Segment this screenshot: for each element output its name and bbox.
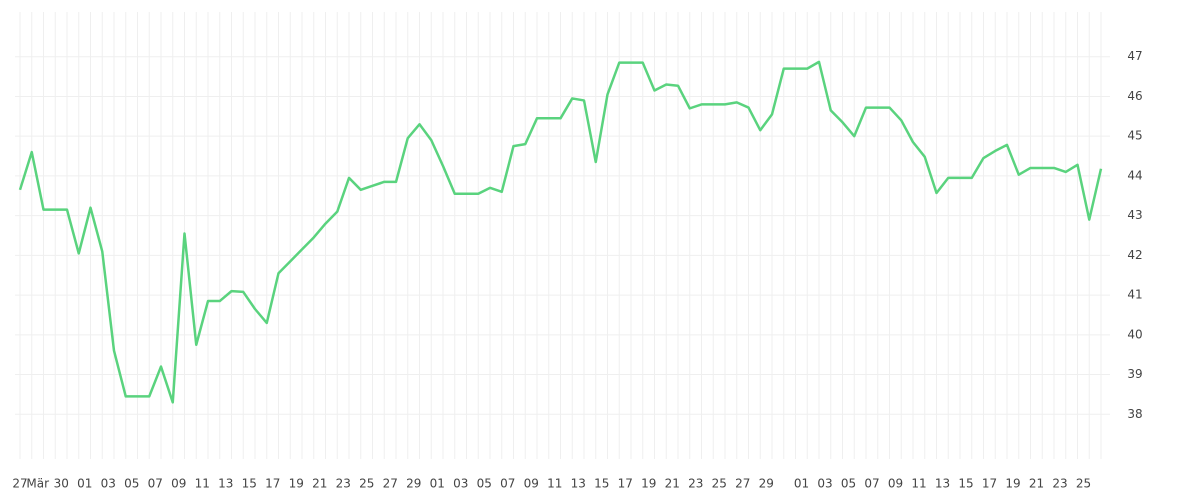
x-tick-label: 07 <box>500 477 515 491</box>
x-tick-label: 09 <box>524 477 539 491</box>
x-tick-label: 23 <box>1052 477 1067 491</box>
x-tick-label: 09 <box>171 477 186 491</box>
x-tick-label: 21 <box>312 477 327 491</box>
x-tick-label: 30 <box>54 477 69 491</box>
x-tick-label: 13 <box>571 477 586 491</box>
x-tick-label: 27 <box>383 477 398 491</box>
x-tick-label: 07 <box>864 477 879 491</box>
x-tick-label: 01 <box>430 477 445 491</box>
x-tick-label: 03 <box>453 477 468 491</box>
x-tick-label: 03 <box>817 477 832 491</box>
x-tick-label: 05 <box>124 477 139 491</box>
x-tick-label: 07 <box>148 477 163 491</box>
x-tick-label: 17 <box>265 477 280 491</box>
x-tick-label: 01 <box>794 477 809 491</box>
y-tick-label: 38 <box>1127 407 1142 421</box>
x-tick-label: 25 <box>712 477 727 491</box>
x-tick-label: Mär <box>26 477 49 491</box>
y-tick-label: 41 <box>1127 288 1142 302</box>
x-tick-label: 25 <box>1076 477 1091 491</box>
y-tick-label: 43 <box>1127 208 1142 222</box>
x-tick-label: 25 <box>359 477 374 491</box>
x-tick-label: 05 <box>477 477 492 491</box>
x-tick-label: 15 <box>958 477 973 491</box>
x-tick-label: 11 <box>547 477 562 491</box>
y-tick-label: 40 <box>1127 327 1142 341</box>
x-tick-label: 13 <box>218 477 233 491</box>
x-tick-label: 11 <box>195 477 210 491</box>
x-tick-label: 27 <box>12 477 27 491</box>
x-tick-label: 17 <box>618 477 633 491</box>
x-tick-label: 05 <box>841 477 856 491</box>
x-tick-label: 21 <box>1029 477 1044 491</box>
x-tick-label: 11 <box>911 477 926 491</box>
y-tick-label: 45 <box>1127 129 1142 143</box>
x-tick-label: 23 <box>336 477 351 491</box>
x-tick-label: 03 <box>101 477 116 491</box>
x-tick-label: 29 <box>759 477 774 491</box>
x-tick-label: 19 <box>641 477 656 491</box>
x-tick-label: 27 <box>735 477 750 491</box>
y-tick-label: 47 <box>1127 49 1142 63</box>
x-tick-label: 15 <box>242 477 257 491</box>
price-line <box>18 60 1103 404</box>
x-tick-label: 21 <box>665 477 680 491</box>
y-tick-label: 42 <box>1127 248 1142 262</box>
x-tick-label: 19 <box>1005 477 1020 491</box>
x-tick-label: 17 <box>982 477 997 491</box>
y-tick-label: 44 <box>1127 168 1142 182</box>
x-tick-label: 13 <box>935 477 950 491</box>
x-tick-label: 23 <box>688 477 703 491</box>
x-tick-label: 29 <box>406 477 421 491</box>
y-tick-label: 39 <box>1127 367 1142 381</box>
x-tick-label: 15 <box>594 477 609 491</box>
y-tick-label: 46 <box>1127 89 1142 103</box>
x-tick-label: 09 <box>888 477 903 491</box>
x-tick-label: 19 <box>289 477 304 491</box>
x-tick-label: 01 <box>77 477 92 491</box>
